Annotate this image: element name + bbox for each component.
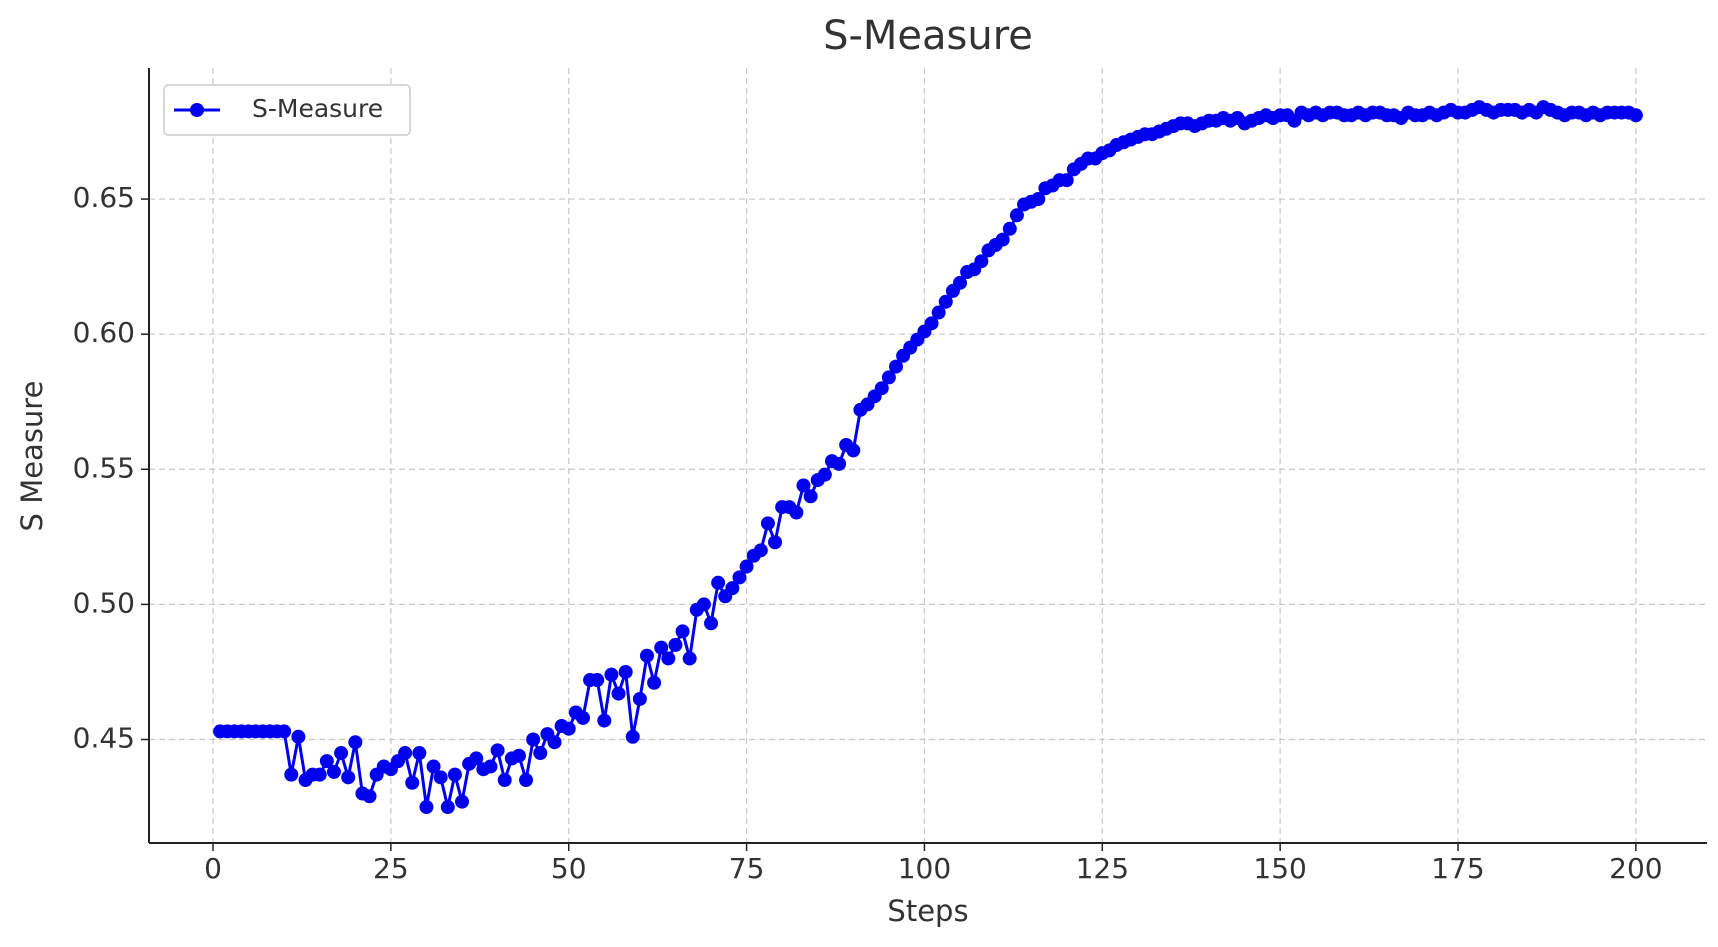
data-point bbox=[647, 675, 662, 690]
data-point bbox=[419, 800, 434, 815]
x-tick-label: 150 bbox=[1253, 852, 1306, 885]
legend-label: S-Measure bbox=[252, 94, 383, 123]
data-point bbox=[739, 559, 754, 574]
data-point bbox=[817, 467, 832, 482]
y-tick-label: 0.55 bbox=[73, 451, 135, 484]
data-point bbox=[803, 489, 818, 504]
x-tick-label: 125 bbox=[1076, 852, 1129, 885]
data-point bbox=[753, 543, 768, 558]
data-point bbox=[682, 651, 697, 666]
x-tick-label: 25 bbox=[373, 852, 409, 885]
data-point bbox=[668, 637, 683, 652]
data-point bbox=[789, 505, 804, 520]
chart-title: S-Measure bbox=[823, 13, 1033, 59]
data-point bbox=[711, 575, 726, 590]
data-point bbox=[597, 713, 612, 728]
data-point bbox=[796, 478, 811, 493]
data-point bbox=[888, 359, 903, 374]
data-point bbox=[931, 305, 946, 320]
data-point bbox=[469, 751, 484, 766]
data-point bbox=[604, 667, 619, 682]
data-point bbox=[675, 624, 690, 639]
data-point bbox=[547, 735, 562, 750]
data-point bbox=[575, 710, 590, 725]
data-point bbox=[760, 516, 775, 531]
data-point bbox=[874, 381, 889, 396]
data-point bbox=[277, 724, 292, 739]
data-point bbox=[618, 664, 633, 679]
data-point bbox=[725, 581, 740, 596]
data-point bbox=[768, 535, 783, 550]
legend-box bbox=[163, 84, 411, 136]
data-point bbox=[433, 770, 448, 785]
data-point bbox=[326, 764, 341, 779]
x-tick-label: 50 bbox=[551, 852, 587, 885]
data-point bbox=[426, 759, 441, 774]
data-point bbox=[334, 746, 349, 761]
data-point bbox=[625, 729, 640, 744]
data-point bbox=[440, 800, 455, 815]
data-point bbox=[284, 767, 299, 782]
data-point bbox=[953, 275, 968, 290]
data-point bbox=[995, 232, 1010, 247]
y-tick-label: 0.60 bbox=[73, 316, 135, 349]
data-point bbox=[341, 770, 356, 785]
x-tick-label: 75 bbox=[729, 852, 765, 885]
data-point bbox=[526, 732, 541, 747]
data-point bbox=[483, 759, 498, 774]
data-point bbox=[661, 651, 676, 666]
data-point bbox=[654, 640, 669, 655]
data-point bbox=[704, 616, 719, 631]
x-tick-label: 175 bbox=[1431, 852, 1484, 885]
data-point bbox=[732, 570, 747, 585]
legend-marker bbox=[190, 103, 204, 117]
data-point bbox=[924, 316, 939, 331]
y-axis-label: S Measure bbox=[15, 381, 49, 532]
x-tick-label: 200 bbox=[1609, 852, 1662, 885]
data-point bbox=[497, 773, 512, 788]
data-point bbox=[1031, 192, 1046, 207]
data-point bbox=[611, 686, 626, 701]
data-point bbox=[832, 456, 847, 471]
y-tick-label: 0.45 bbox=[73, 722, 135, 755]
data-point bbox=[291, 729, 306, 744]
data-point bbox=[639, 648, 654, 663]
data-point bbox=[362, 789, 377, 804]
data-point bbox=[348, 735, 363, 750]
data-point bbox=[312, 767, 327, 782]
data-point bbox=[405, 775, 420, 790]
data-point bbox=[447, 767, 462, 782]
data-point bbox=[1059, 173, 1074, 188]
data-point bbox=[490, 743, 505, 758]
data-point bbox=[398, 746, 413, 761]
data-point bbox=[319, 754, 334, 769]
data-point bbox=[881, 370, 896, 385]
data-point bbox=[1002, 221, 1017, 236]
data-point bbox=[519, 773, 534, 788]
y-tick-label: 0.50 bbox=[73, 586, 135, 619]
y-tick-label: 0.65 bbox=[73, 181, 135, 214]
data-point bbox=[632, 691, 647, 706]
series-line bbox=[220, 105, 1637, 809]
data-point bbox=[590, 673, 605, 688]
data-point bbox=[561, 721, 576, 736]
x-axis-label: Steps bbox=[887, 894, 968, 928]
data-point bbox=[974, 254, 989, 269]
data-point bbox=[455, 794, 470, 809]
data-point bbox=[412, 746, 427, 761]
data-point bbox=[1009, 208, 1024, 223]
data-point bbox=[511, 748, 526, 763]
x-tick-label: 100 bbox=[898, 852, 951, 885]
data-point bbox=[533, 746, 548, 761]
x-tick-label: 0 bbox=[204, 852, 222, 885]
data-point bbox=[846, 443, 861, 458]
data-point bbox=[1628, 108, 1643, 123]
data-point bbox=[696, 597, 711, 612]
data-point bbox=[938, 294, 953, 309]
